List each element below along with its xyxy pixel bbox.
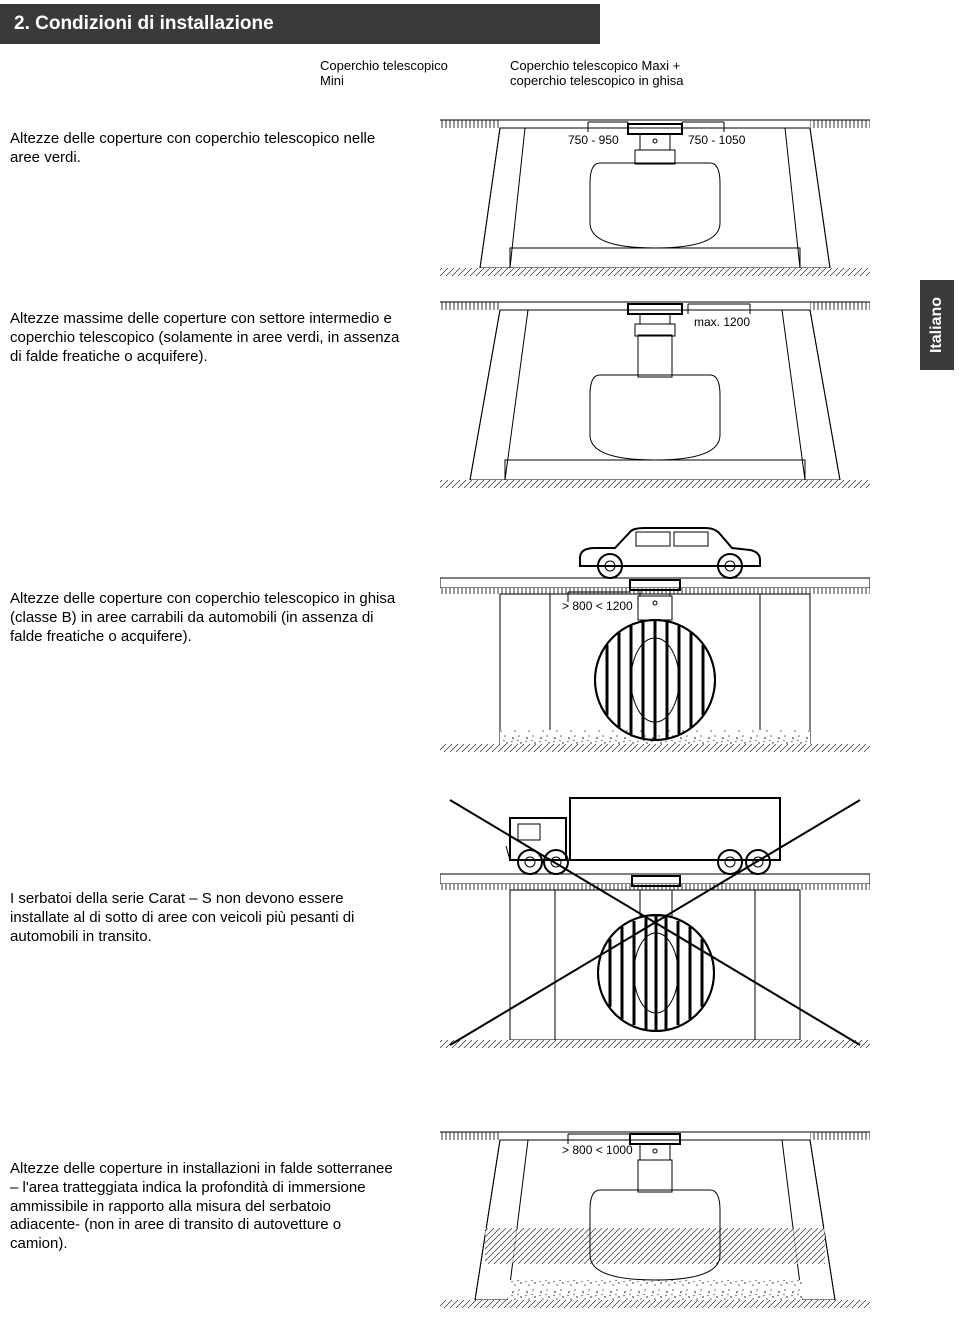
section-title: 2. Condizioni di installazione [14,13,274,35]
section-4-text: I serbatoi della serie Carat – S non dev… [10,890,400,946]
diagram-captions: Coperchio telescopico Mini Coperchio tel… [320,58,730,88]
caption-mini: Coperchio telescopico Mini [320,58,470,88]
section-5-text: Altezze delle coperture in installazioni… [10,1160,400,1254]
diagram-1: 750 - 950 750 - 1050 [440,108,900,278]
d2-label: max. 1200 [694,315,750,329]
d3-label: > 800 < 1200 [562,599,633,613]
section-1-text: Altezze delle coperture con coperchio te… [10,130,400,168]
diagram-2: max. 1200 [440,290,900,490]
diagram-3: > 800 < 1200 [440,510,900,760]
caption-maxi: Coperchio telescopico Maxi + coperchio t… [510,58,730,88]
language-tab: Italiano [920,280,954,370]
section-header: 2. Condizioni di installazione [0,4,600,44]
d1-label-right: 750 - 1050 [688,133,746,147]
diagram-4 [440,790,900,1060]
section-3-text: Altezze delle coperture con coperchio te… [10,590,400,646]
d1-label-left: 750 - 950 [568,133,619,147]
language-label: Italiano [928,297,946,353]
diagram-5: > 800 < 1000 [440,1120,900,1310]
d5-label: > 800 < 1000 [562,1143,633,1157]
section-2-text: Altezze massime delle coperture con sett… [10,310,400,366]
